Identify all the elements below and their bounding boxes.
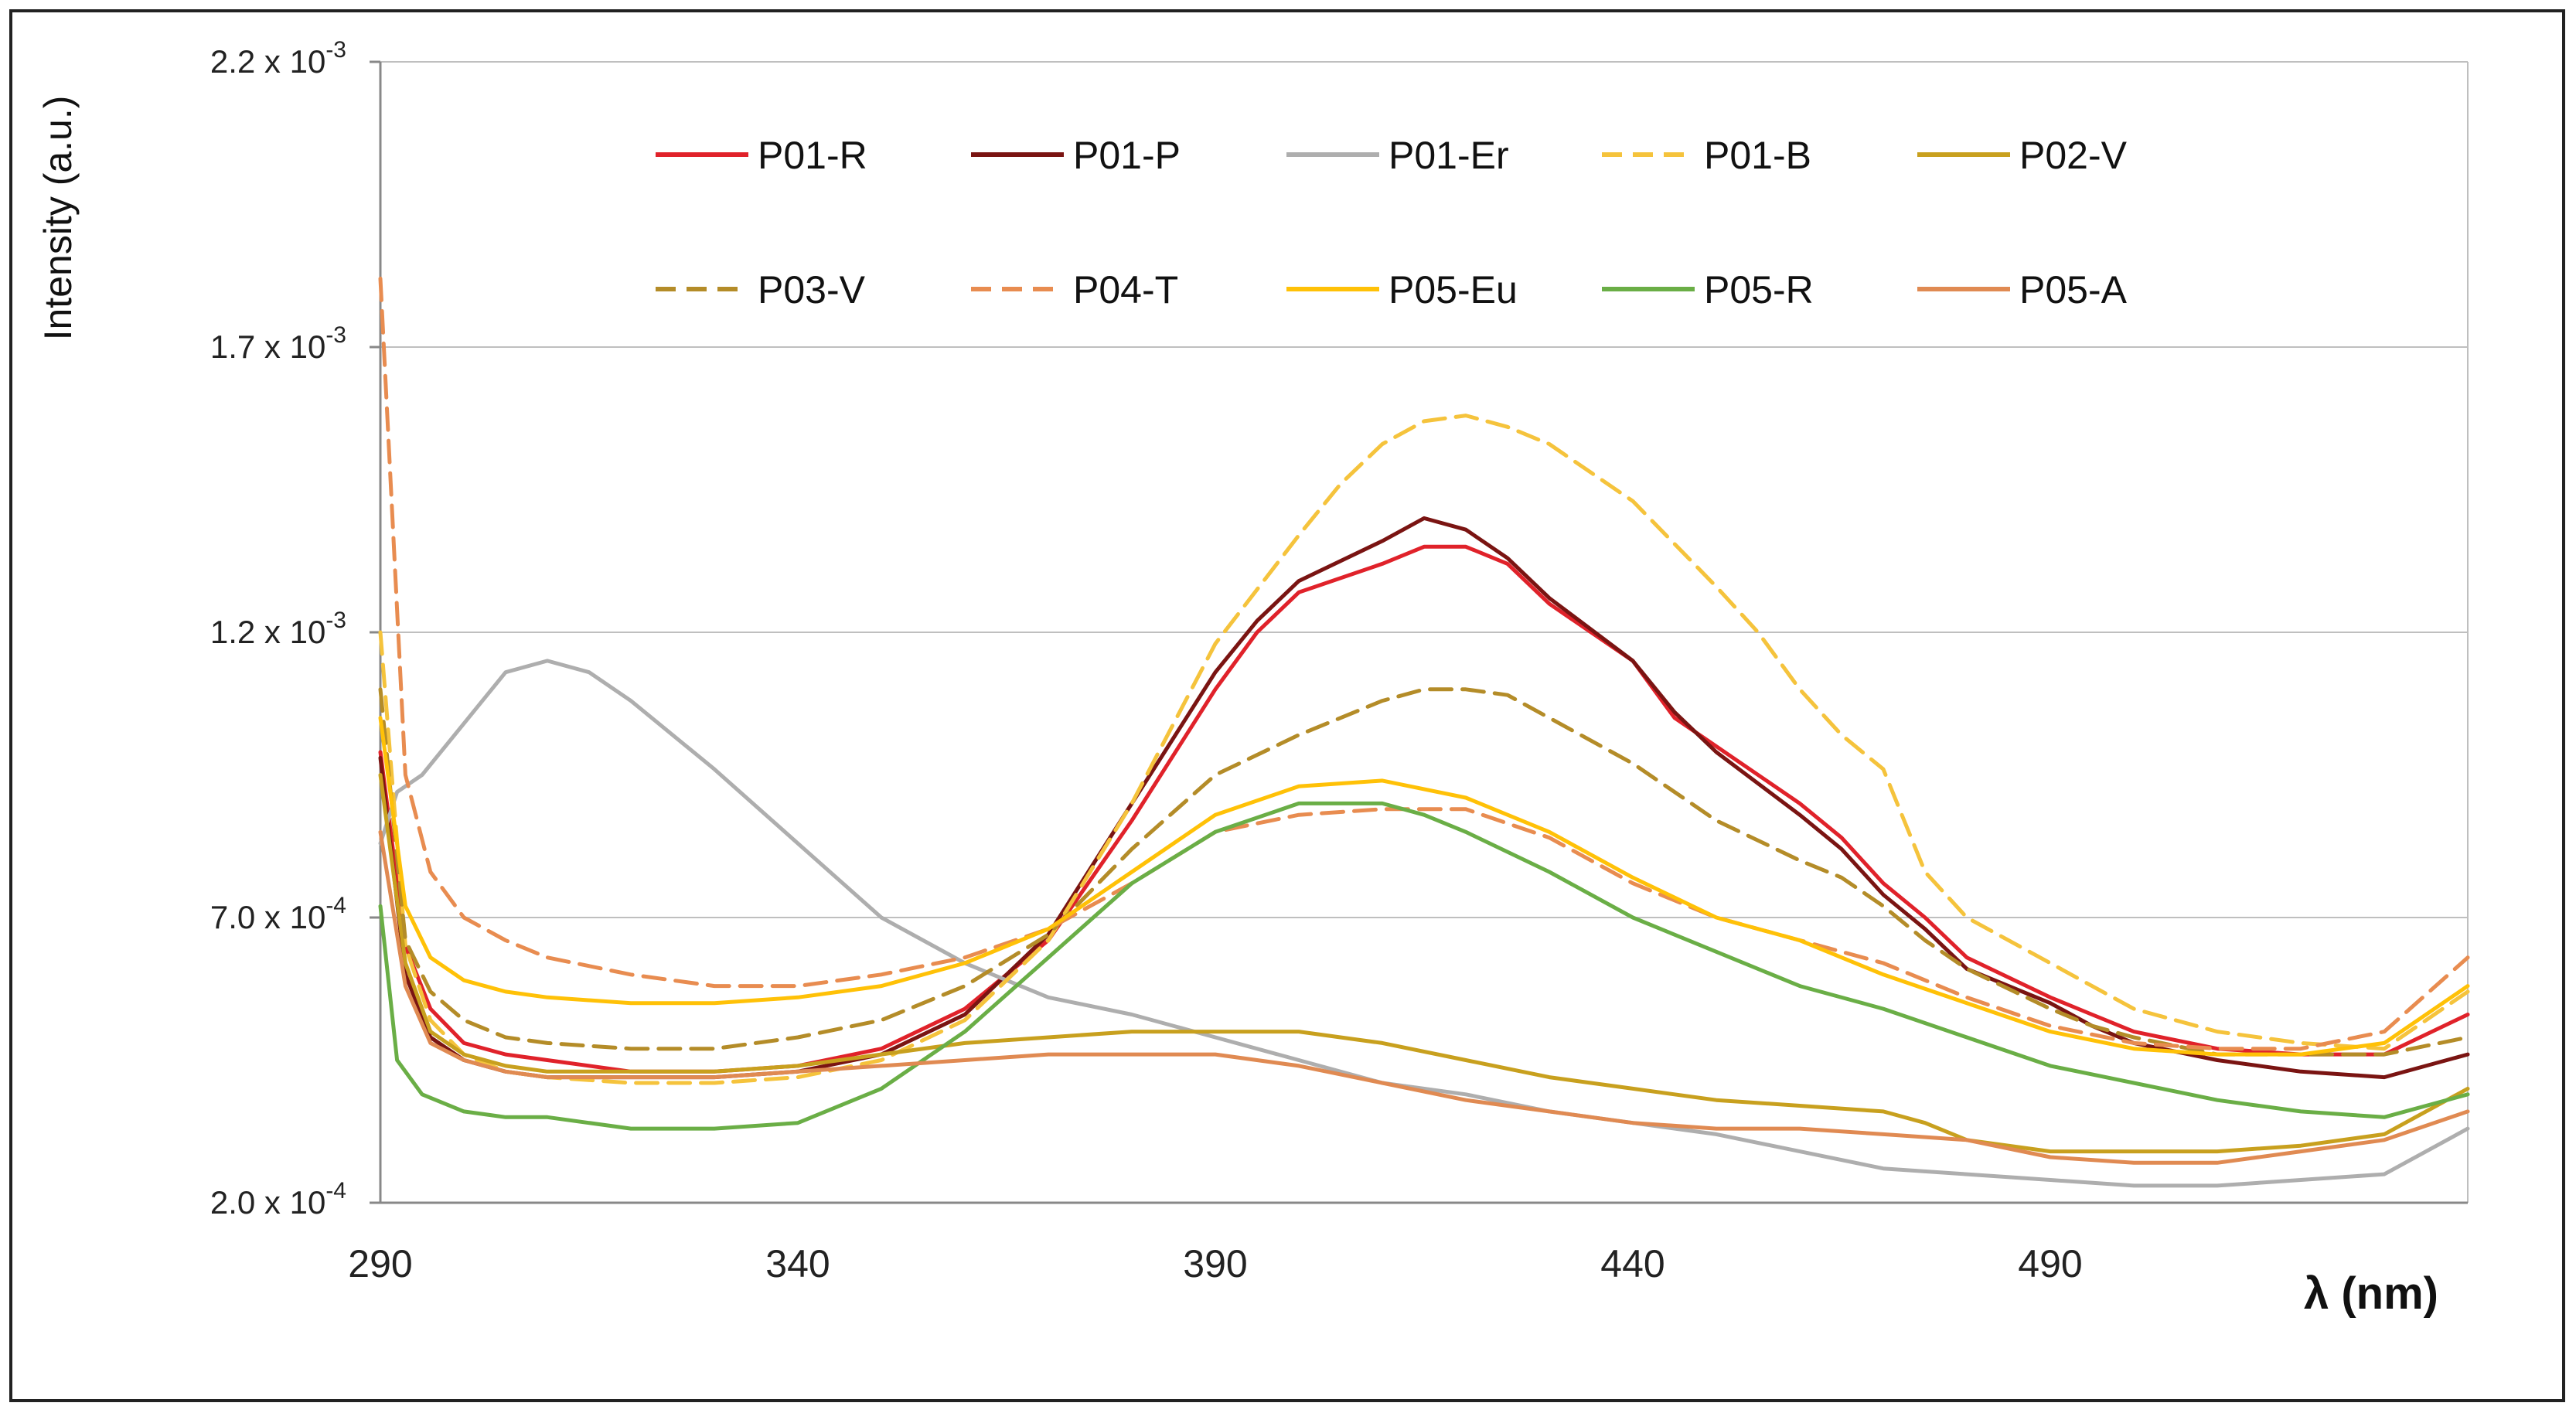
legend-label-p01-er: P01-Er xyxy=(1389,134,1509,177)
series-line-p01-b xyxy=(378,414,2470,1085)
y-tick-label: 2.0 x 10-4 xyxy=(210,1178,346,1221)
x-tick-label: 340 xyxy=(765,1242,830,1285)
y-tick-label: 2.2 x 10-3 xyxy=(210,37,346,80)
y-tick-label: 1.2 x 10-3 xyxy=(210,608,346,650)
x-tick-label: 440 xyxy=(1600,1242,1665,1285)
series-line-p05-eu xyxy=(378,716,2470,1057)
figure-frame xyxy=(9,9,2565,1402)
x-tick-label: 290 xyxy=(348,1242,412,1285)
x-tick-label: 390 xyxy=(1183,1242,1247,1285)
series-line-p03-v xyxy=(378,687,2470,1057)
y-tick-label: 7.0 x 10-4 xyxy=(210,893,346,935)
legend-label-p05-eu: P05-Eu xyxy=(1389,268,1518,312)
legend-label-p05-a: P05-A xyxy=(2019,268,2128,312)
legend-label-p03-v: P03-V xyxy=(758,268,866,312)
series-line-p02-v xyxy=(378,773,2470,1154)
legend-label-p01-p: P01-P xyxy=(1073,134,1181,177)
y-axis-label: Intensity (a.u.) xyxy=(36,96,80,341)
legend-label-p02-v: P02-V xyxy=(2019,134,2128,177)
series-line-p01-p xyxy=(378,516,2470,1080)
legend-label-p01-r: P01-R xyxy=(758,134,867,177)
series-line-p04-t xyxy=(378,276,2470,1051)
y-tick-label: 1.7 x 10-3 xyxy=(210,322,346,365)
x-tick-labels: 290 340 390 440 490 xyxy=(348,1242,2082,1285)
x-tick-label: 490 xyxy=(2018,1242,2082,1285)
legend-label-p05-r: P05-R xyxy=(1704,268,1814,312)
series-line-p05-a xyxy=(378,829,2470,1165)
series-lines xyxy=(378,276,2470,1188)
series-line-p01-er xyxy=(378,659,2470,1188)
legend-label-p04-t: P04-T xyxy=(1073,268,1178,312)
x-axis-label: λ (nm) xyxy=(2304,1268,2438,1319)
legend-label-p01-b: P01-B xyxy=(1704,134,1811,177)
gridlines xyxy=(380,61,2468,1204)
y-tick-labels: 2.0 x 10-4 7.0 x 10-4 1.2 x 10-3 1.7 x 10-3… xyxy=(210,37,346,1221)
legend: P01-R P01-P P01-Er P01-B P02-V P03-V P04-T P05-… xyxy=(656,134,2128,312)
series-line-p05-r xyxy=(378,801,2470,1131)
